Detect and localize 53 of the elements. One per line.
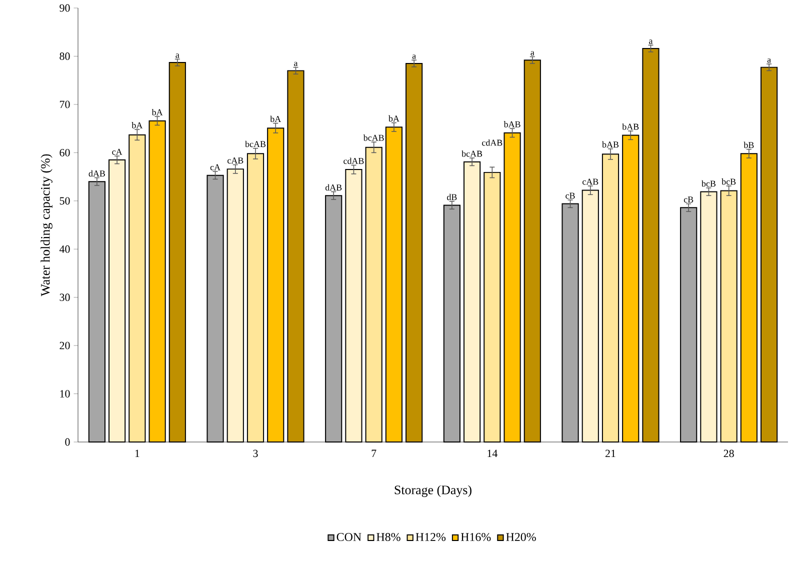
data-label: bAB: [622, 123, 639, 130]
x-tick-label: 28: [724, 450, 734, 458]
data-label: cB: [684, 196, 694, 203]
y-tick-label: 0: [65, 438, 70, 446]
y-tick-label: 70: [60, 100, 70, 108]
data-label: cA: [210, 164, 220, 170]
x-axis-title: Storage (Days): [394, 485, 472, 497]
y-tick-label: 10: [60, 390, 70, 398]
data-label: bA: [388, 115, 400, 122]
data-label: dB: [447, 194, 457, 200]
data-label: a: [767, 58, 771, 63]
data-label: bA: [152, 108, 163, 116]
data-label: bcB: [722, 178, 736, 185]
x-tick-label: 3: [253, 450, 258, 458]
legend-label: H8%: [376, 532, 400, 542]
data-label: dAB: [325, 184, 342, 191]
y-tick-label: 90: [60, 4, 70, 12]
data-label: bAB: [504, 121, 520, 128]
data-label: cdAB: [482, 139, 502, 146]
data-label: a: [176, 54, 180, 58]
data-label: bB: [744, 142, 754, 148]
data-label: bA: [132, 122, 143, 128]
data-label: cB: [566, 192, 575, 199]
data-label: a: [294, 62, 298, 66]
data-label: bcAB: [363, 134, 384, 141]
data-label: bA: [270, 116, 282, 122]
x-tick-label: 21: [606, 450, 616, 458]
data-label: a: [530, 51, 534, 56]
y-tick-label: 30: [60, 294, 70, 302]
x-tick-label: 1: [135, 450, 140, 458]
x-tick-label: 7: [372, 450, 376, 457]
data-label: cAB: [228, 158, 244, 164]
data-label: bAB: [602, 141, 619, 148]
legend-label: CON: [336, 532, 362, 542]
y-tick-label: 40: [59, 245, 70, 253]
data-label: bcAB: [245, 140, 266, 148]
legend-label: H16%: [460, 532, 491, 542]
x-tick-label: 14: [488, 450, 498, 458]
y-tick-label: 50: [60, 197, 70, 205]
y-tick-label: 60: [60, 148, 70, 156]
data-label: cAB: [582, 178, 598, 185]
y-tick-label: 80: [60, 52, 70, 60]
data-label: dAB: [88, 170, 105, 177]
legend-label: H20%: [506, 532, 536, 542]
data-label: a: [649, 40, 653, 44]
data-label: bcAB: [462, 150, 482, 157]
y-tick-label: 20: [60, 342, 70, 350]
data-label: a: [412, 54, 416, 59]
legend-label: H12%: [416, 532, 446, 542]
y-axis-title: Water holding capacity (%): [40, 154, 52, 296]
data-label: cA: [112, 148, 122, 155]
data-label: cdAB: [344, 158, 364, 164]
data-label: bcB: [702, 180, 716, 187]
